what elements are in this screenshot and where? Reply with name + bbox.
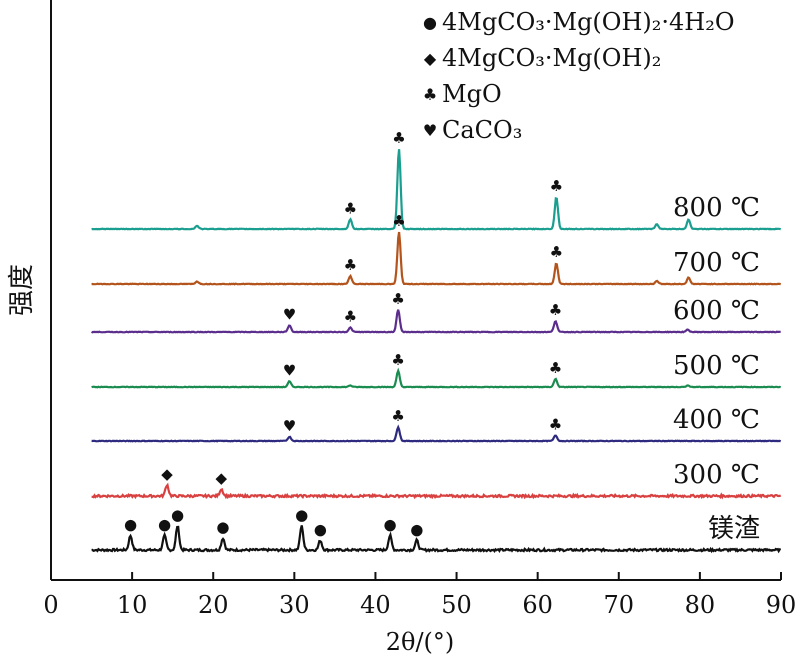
series-labels: 镁渣 300 ℃ 400 ℃ 500 ℃ 600 ℃ 700 ℃ 800 ℃ (673, 193, 760, 544)
x-tick-label: 60 (522, 591, 553, 619)
series-label: 300 ℃ (673, 460, 760, 490)
series-label: 400 ℃ (673, 405, 760, 435)
trace-line (91, 367, 782, 389)
x-tick-label: 90 (766, 591, 797, 619)
peak-marker: ♣ (344, 308, 357, 326)
peak-marker: ● (171, 506, 184, 524)
peak-marker: ♣ (391, 351, 404, 369)
peak-markers: ● ●●●●● ● ●◆ ◆♥♣ ♣♥♣ ♣♥ ♣♣♣♣♣♣♣♣♣ (124, 129, 563, 538)
legend-label: CaCO₃ (442, 116, 523, 144)
series-label: 镁渣 (708, 514, 760, 544)
peak-marker: ● (216, 518, 229, 536)
peak-marker: ● (383, 516, 396, 534)
x-tick-label: 30 (279, 591, 310, 619)
peak-marker: ♣ (391, 407, 404, 425)
peak-marker: ♥ (283, 361, 296, 379)
peak-marker: ♣ (549, 415, 562, 433)
legend-label: MgO (442, 80, 502, 108)
legend-item: ♥ CaCO₃ (420, 112, 800, 148)
legend-item: ● 4MgCO₃·Mg(OH)₂·4H₂O (420, 4, 800, 40)
peak-marker: ♣ (550, 243, 563, 261)
trace-line (91, 525, 782, 554)
trace-line (91, 482, 782, 500)
peak-marker: ● (158, 516, 171, 534)
x-tick-label: 0 (43, 591, 58, 619)
peak-marker: ♣ (391, 290, 404, 308)
x-tick-label: 40 (360, 591, 391, 619)
legend-symbol: ♥ (422, 120, 438, 140)
peak-marker: ● (314, 520, 327, 538)
peak-marker: ♥ (283, 305, 296, 323)
peak-marker: ◆ (216, 469, 228, 487)
legend-label: 4MgCO₃·Mg(OH)₂·4H₂O (442, 8, 735, 36)
peak-marker: ♣ (549, 301, 562, 319)
x-tick-label: 50 (441, 591, 472, 619)
peak-marker: ♣ (392, 129, 405, 147)
legend-item: ♣ MgO (420, 76, 800, 112)
legend-symbol: ● (423, 12, 437, 32)
peak-marker: ♣ (550, 177, 563, 195)
trace-line (91, 424, 782, 443)
peak-marker: ♥ (283, 417, 296, 435)
legend-symbol: ♣ (422, 84, 438, 104)
axes (50, 0, 781, 581)
legend-item: ◆ 4MgCO₃·Mg(OH)₂ (420, 40, 800, 76)
trace-line (91, 231, 782, 286)
x-tick-label: 20 (198, 591, 229, 619)
legend-label: 4MgCO₃·Mg(OH)₂ (442, 44, 662, 72)
x-tick-label: 70 (604, 591, 635, 619)
trace-line (91, 149, 782, 231)
series-label: 700 ℃ (673, 248, 760, 278)
peak-marker: ♣ (344, 256, 357, 274)
series-label: 800 ℃ (673, 193, 760, 223)
y-axis-label: 强度 (7, 264, 37, 316)
legend: ● 4MgCO₃·Mg(OH)₂·4H₂O ◆ 4MgCO₃·Mg(OH)₂ ♣ MgO ♥… (420, 4, 800, 148)
x-tick-label: 10 (117, 591, 148, 619)
xrd-traces (90, 149, 782, 554)
peak-marker: ● (410, 520, 423, 538)
peak-marker: ● (295, 506, 308, 524)
legend-symbol: ◆ (423, 48, 437, 68)
peak-marker: ◆ (161, 465, 173, 483)
peak-marker: ● (124, 516, 137, 534)
series-label: 600 ℃ (673, 296, 760, 326)
x-tick-label: 80 (685, 591, 716, 619)
x-ticks: 0 10 20 30 40 50 60 70 80 90 (43, 572, 796, 619)
series-label: 500 ℃ (673, 351, 760, 381)
peak-marker: ♣ (344, 199, 357, 217)
peak-marker: ♣ (549, 359, 562, 377)
trace-line (90, 309, 781, 334)
peak-marker: ♣ (392, 212, 405, 230)
x-axis-label: 2θ/(°) (386, 628, 455, 656)
